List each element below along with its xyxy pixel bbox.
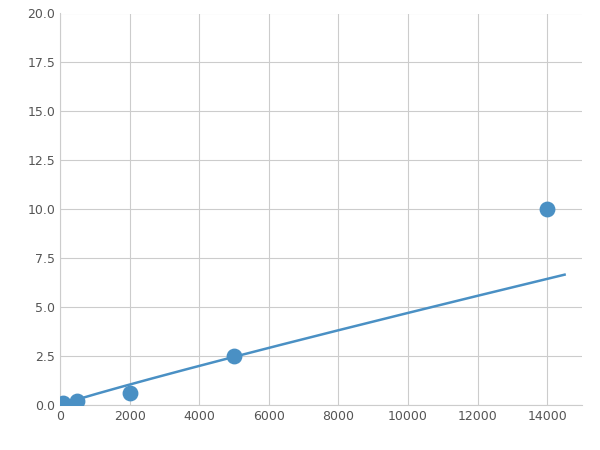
Point bbox=[229, 352, 239, 360]
Point bbox=[59, 400, 68, 407]
Point bbox=[125, 390, 134, 397]
Point bbox=[542, 206, 552, 213]
Point bbox=[73, 397, 82, 405]
